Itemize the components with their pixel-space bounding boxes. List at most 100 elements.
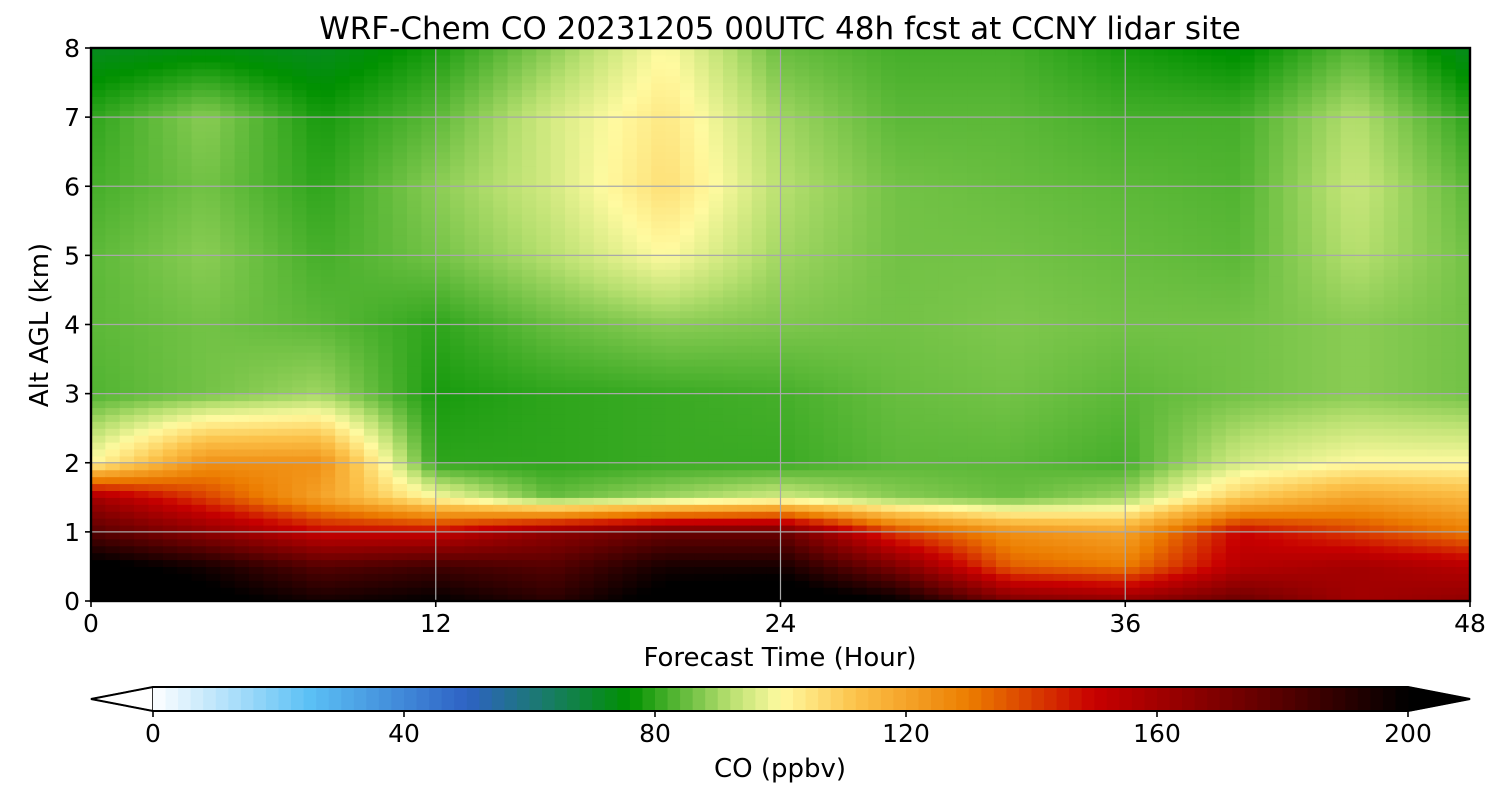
heatmap-cell — [708, 559, 724, 568]
heatmap-cell — [665, 186, 681, 194]
heatmap-cell — [665, 310, 681, 319]
heatmap-cell — [694, 490, 710, 498]
heatmap-cell — [435, 345, 451, 353]
heatmap-cell — [679, 359, 695, 367]
heatmap-cell — [363, 310, 379, 319]
heatmap-cell — [622, 559, 638, 568]
heatmap-cell — [608, 448, 624, 457]
heatmap-cell — [320, 296, 336, 305]
heatmap-cell — [809, 331, 825, 339]
heatmap-cell — [723, 103, 738, 111]
heatmap-cell — [679, 193, 695, 201]
heatmap-cell — [363, 54, 379, 63]
heatmap-cell — [723, 75, 738, 84]
heatmap-cell — [952, 289, 968, 298]
heatmap-cell — [895, 352, 911, 360]
heatmap-cell — [579, 483, 595, 491]
heatmap-cell — [694, 559, 710, 568]
heatmap-cell — [622, 137, 638, 146]
heatmap-cell — [263, 594, 279, 601]
heatmap-cell — [852, 448, 868, 457]
heatmap-cell — [852, 255, 868, 263]
heatmap-cell — [306, 483, 322, 491]
heatmap-cell — [435, 241, 451, 250]
heatmap-cell — [550, 511, 566, 519]
heatmap-cell — [593, 110, 609, 118]
heatmap-cell — [780, 359, 796, 367]
heatmap-cell — [162, 255, 178, 263]
heatmap-cell — [866, 331, 882, 339]
heatmap-cell — [694, 462, 710, 471]
heatmap-cell — [837, 372, 853, 381]
heatmap-cell — [191, 483, 207, 491]
heatmap-cell — [320, 158, 336, 167]
heatmap-cell — [521, 587, 537, 595]
heatmap-cell — [550, 552, 566, 561]
heatmap-cell — [794, 365, 810, 374]
heatmap-cell — [407, 524, 422, 533]
heatmap-cell — [177, 255, 193, 263]
heatmap-cell — [866, 469, 882, 478]
heatmap-cell — [263, 566, 279, 574]
heatmap-cell — [608, 359, 624, 367]
heatmap-cell — [335, 331, 351, 339]
heatmap-cell — [292, 587, 308, 595]
heatmap-cell — [450, 393, 466, 402]
heatmap-cell — [823, 96, 839, 104]
heatmap-cell — [938, 68, 954, 77]
heatmap-cell — [952, 283, 968, 291]
heatmap-cell — [349, 573, 365, 581]
heatmap-cell — [737, 89, 753, 97]
heatmap-cell — [464, 234, 480, 243]
heatmap-cell — [277, 262, 293, 270]
heatmap-cell — [809, 365, 825, 374]
heatmap-cell — [579, 234, 595, 243]
heatmap-cell — [651, 255, 667, 263]
heatmap-cell — [249, 448, 264, 457]
heatmap-cell — [593, 220, 609, 229]
heatmap-cell — [521, 310, 537, 319]
heatmap-cell — [837, 566, 853, 574]
heatmap-cell — [924, 587, 940, 595]
heatmap-cell — [579, 338, 595, 346]
heatmap-cell — [924, 276, 940, 284]
heatmap-cell — [723, 137, 738, 146]
heatmap-cell — [263, 117, 279, 125]
heatmap-cell — [435, 283, 451, 291]
heatmap-cell — [536, 186, 552, 194]
heatmap-cell — [651, 524, 667, 533]
heatmap-cell — [651, 137, 667, 146]
heatmap-cell — [478, 587, 494, 595]
heatmap-cell — [593, 276, 609, 284]
heatmap-cell — [665, 552, 681, 561]
heatmap-cell — [478, 531, 494, 540]
heatmap-cell — [565, 476, 580, 485]
heatmap-cell — [464, 448, 480, 457]
heatmap-cell — [407, 158, 422, 167]
heatmap-cell — [435, 220, 451, 229]
heatmap-cell — [119, 144, 135, 153]
heatmap-cell — [723, 289, 738, 298]
heatmap-cell — [263, 400, 279, 409]
heatmap-cell — [593, 490, 609, 498]
heatmap-cell — [737, 172, 753, 180]
heatmap-cell — [205, 345, 221, 353]
heatmap-cell — [464, 386, 480, 395]
heatmap-cell — [895, 103, 911, 111]
heatmap-cell — [924, 483, 940, 491]
heatmap-cell — [119, 206, 135, 215]
heatmap-cell — [450, 310, 466, 319]
heatmap-cell — [823, 234, 839, 243]
heatmap-cell — [349, 303, 365, 312]
heatmap-cell — [421, 524, 437, 533]
heatmap-cell — [177, 48, 193, 56]
heatmap-cell — [981, 359, 997, 367]
heatmap-cell — [780, 172, 796, 180]
heatmap-cell — [249, 137, 264, 146]
heatmap-cell — [938, 317, 954, 326]
heatmap-cell — [148, 511, 164, 519]
heatmap-cell — [823, 518, 839, 526]
heatmap-cell — [205, 338, 221, 346]
heatmap-cell — [794, 144, 810, 153]
heatmap-cell — [421, 365, 437, 374]
